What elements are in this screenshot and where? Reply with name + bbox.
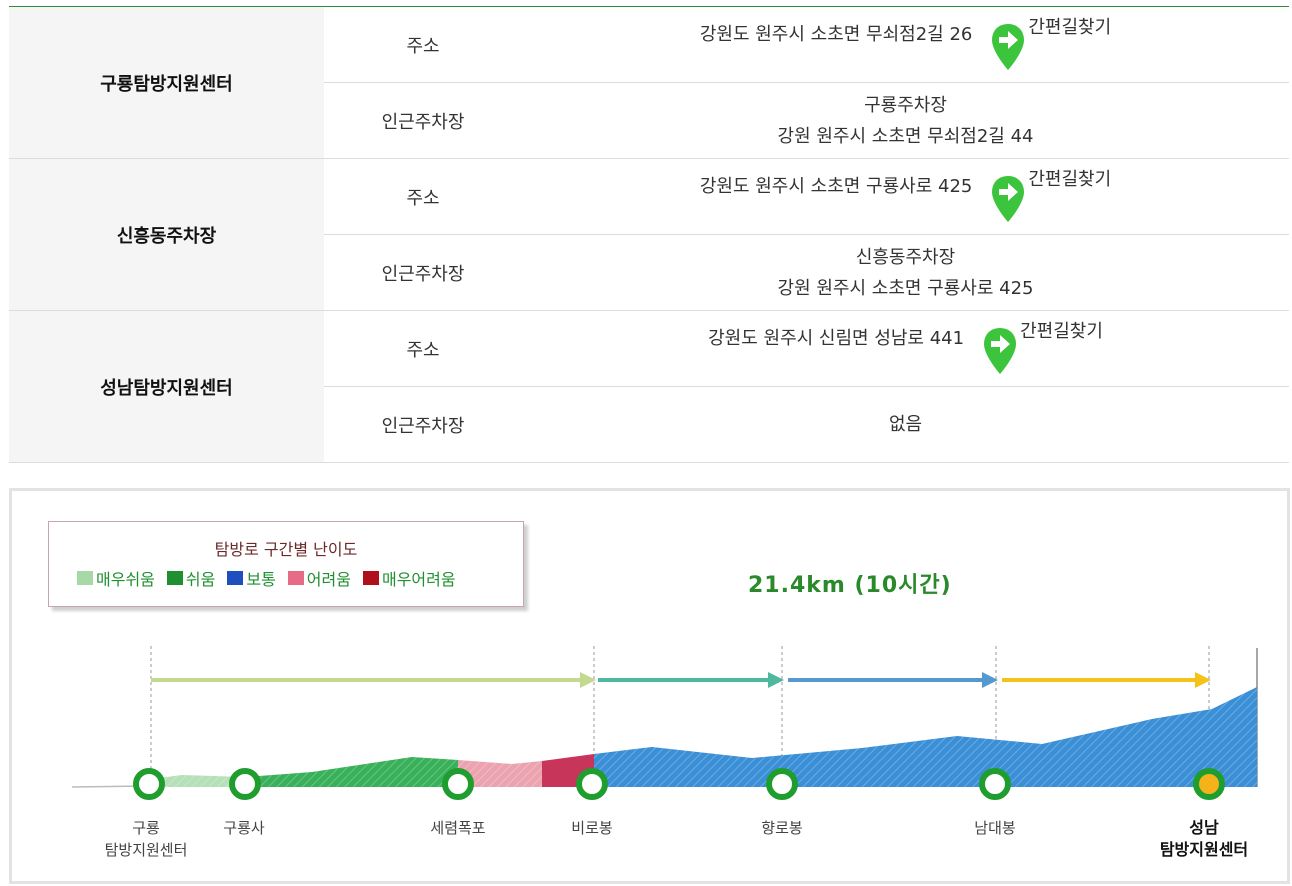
parking-name: 구룡주차장: [864, 94, 947, 116]
legend-item-very-hard: 매우어려움: [362, 566, 456, 590]
parking-label: 인근주차장: [381, 111, 465, 133]
section-arrows: [151, 672, 1211, 688]
parking-label: 인근주차장: [381, 415, 465, 437]
stop-label-line: 탐방지원센터: [1159, 840, 1249, 859]
legend-swatch: [227, 571, 244, 585]
map-pin-arrow-icon: [992, 23, 1025, 70]
parking-none: 없음: [888, 414, 923, 435]
legend-label: 어려움: [306, 570, 351, 589]
legend-label: 매우쉬움: [96, 570, 155, 589]
trail-difficulty-section: 탐방로 구간별 난이도 매우쉬움 쉬움 보통 어려움 매우어려움: [9, 488, 1290, 884]
stop-label-hyangnobong: 향로봉: [761, 819, 803, 837]
directions-label: 간편길찾기: [1020, 320, 1103, 342]
elevation-profile: [71, 646, 1258, 800]
info-table: 구룡탐방지원센터 주소 강원도 원주시 소초면 무쇠점2길 26 간편길찾기 인: [9, 6, 1289, 463]
address-label: 주소: [406, 35, 440, 57]
stop-label-birobong: 비로봉: [571, 819, 613, 837]
legend-swatch: [166, 571, 183, 585]
parking-row: 인근주차장 신흥동주차장 강원 원주시 소초면 구룡사로 425: [324, 234, 1289, 310]
parking-name: 신흥동주차장: [855, 246, 956, 268]
legend-swatch: [77, 571, 93, 585]
stop-marker: [442, 768, 474, 800]
address-row: 주소 강원도 원주시 소초면 구룡사로 425 간편길찾기: [324, 159, 1289, 234]
parking-address: 강원 원주시 소초면 무쇠점2길 44: [777, 125, 1034, 147]
stop-markers: [133, 768, 1225, 800]
info-group-sinheungdong: 신흥동주차장 주소 강원도 원주시 소초면 구룡사로 425 간편길찾기 인근주: [9, 159, 1289, 311]
group-name: 성남탐방지원센터: [9, 311, 324, 462]
parking-row: 인근주차장 구룡주차장 강원 원주시 소초면 무쇠점2길 44: [324, 82, 1289, 158]
legend-label: 매우어려움: [381, 570, 456, 589]
stop-marker: [979, 768, 1011, 800]
stop-marker: [229, 768, 261, 800]
stop-marker: [576, 768, 608, 800]
legend-item-moderate: 보통: [227, 566, 276, 590]
stop-label-guryong-center: 구룡 탐방지원센터: [105, 817, 188, 861]
address-text: 강원도 원주시 소초면 무쇠점2길 26: [699, 24, 973, 45]
legend-title: 탐방로 구간별 난이도: [214, 540, 358, 559]
group-name: 신흥동주차장: [9, 159, 324, 310]
parking-label: 인근주차장: [381, 263, 465, 285]
map-pin-arrow-icon: [992, 175, 1025, 222]
directions-link[interactable]: 간편길찾기: [982, 321, 1103, 376]
legend-swatch: [287, 571, 304, 585]
info-group-guryong: 구룡탐방지원센터 주소 강원도 원주시 소초면 무쇠점2길 26 간편길찾기 인: [9, 7, 1289, 159]
address-text: 강원도 원주시 소초면 구룡사로 425: [699, 176, 973, 197]
map-pin-arrow-icon: [984, 327, 1017, 374]
address-label: 주소: [406, 339, 440, 361]
address-row: 주소 강원도 원주시 소초면 무쇠점2길 26 간편길찾기: [324, 7, 1289, 82]
stop-label-line: 탐방지원센터: [104, 841, 188, 859]
directions-label: 간편길찾기: [1028, 168, 1112, 190]
trail-distance: 21.4km (10시간): [748, 573, 952, 598]
info-group-seongnam: 성남탐방지원센터 주소 강원도 원주시 신림면 성남로 441 간편길찾기 인근: [9, 311, 1289, 463]
stop-marker: [766, 768, 798, 800]
address-label: 주소: [406, 187, 440, 209]
legend-swatch: [362, 571, 379, 585]
legend-item-easy: 쉬움: [166, 566, 216, 590]
legend-label: 쉬움: [185, 570, 216, 589]
stop-label-namdaebong: 남대봉: [974, 819, 1016, 837]
legend-label: 보통: [246, 570, 276, 589]
stop-marker-end: [1193, 768, 1225, 800]
stop-label-guryongsa: 구룡사: [223, 819, 265, 837]
difficulty-legend: 탐방로 구간별 난이도 매우쉬움 쉬움 보통 어려움 매우어려움: [48, 521, 524, 607]
directions-link[interactable]: 간편길찾기: [990, 17, 1111, 72]
parking-address: 강원 원주시 소초면 구룡사로 425: [777, 277, 1034, 299]
parking-row: 인근주차장 없음: [324, 386, 1289, 462]
group-name: 구룡탐방지원센터: [9, 7, 324, 158]
address-text: 강원도 원주시 신림면 성남로 441: [708, 328, 965, 349]
stop-label-line: 성남: [1189, 818, 1219, 837]
address-row: 주소 강원도 원주시 신림면 성남로 441 간편길찾기: [324, 311, 1289, 386]
stop-marker: [133, 768, 165, 800]
directions-label: 간편길찾기: [1028, 16, 1112, 38]
legend-item-hard: 어려움: [287, 566, 351, 590]
legend-item-very-easy: 매우쉬움: [77, 566, 155, 590]
directions-link[interactable]: 간편길찾기: [990, 169, 1111, 224]
stop-label-line: 구룡: [132, 819, 160, 837]
stop-label-seryeom-falls: 세렴폭포: [430, 819, 486, 837]
stop-label-seongnam-center: 성남 탐방지원센터: [1160, 817, 1248, 861]
